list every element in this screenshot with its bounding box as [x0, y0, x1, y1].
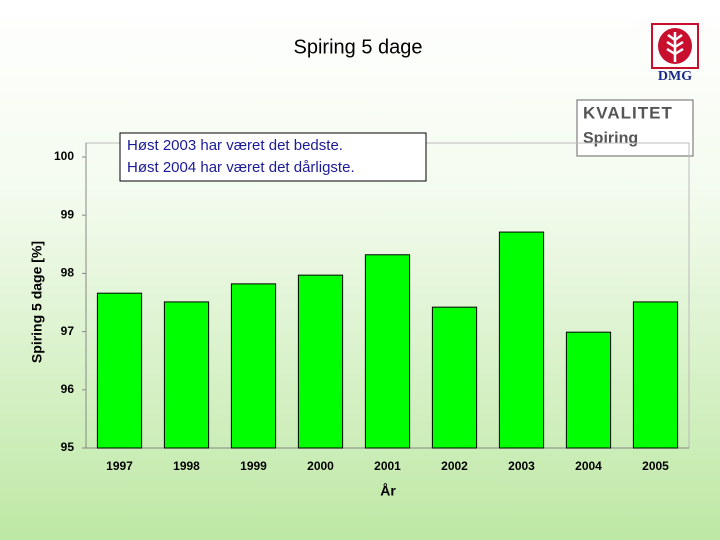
x-tick-label: 1997 — [106, 459, 133, 473]
x-tick-label: 2003 — [508, 459, 535, 473]
x-tick-label: 2001 — [374, 459, 401, 473]
annotation: Høst 2003 har været det bedste. — [127, 137, 343, 154]
annotation: Høst 2004 har været det dårligste. — [127, 159, 355, 176]
y-tick-label: 97 — [61, 324, 75, 338]
chart-title: Spiring 5 dage — [294, 36, 423, 58]
y-tick-label: 96 — [61, 382, 75, 396]
x-tick-label: 2000 — [307, 459, 334, 473]
x-tick-label: 2002 — [441, 459, 468, 473]
bar — [163, 301, 210, 449]
y-tick-label: 100 — [54, 149, 74, 163]
x-axis-label: År — [380, 483, 396, 499]
logo-text: DMG — [658, 69, 692, 84]
x-tick-label: 2004 — [575, 459, 602, 473]
bar — [565, 331, 612, 449]
badge — [576, 99, 694, 157]
bar — [364, 254, 411, 449]
bar — [632, 301, 679, 449]
y-tick-label: 99 — [61, 207, 75, 221]
badge-title: KVALITET — [583, 103, 673, 122]
badge-subtitle: Spiring — [583, 130, 638, 147]
logo-wheat — [666, 32, 684, 62]
y-tick-label: 95 — [61, 440, 75, 454]
bar — [96, 292, 143, 449]
y-tick-label: 98 — [61, 266, 75, 280]
logo: DMG — [651, 23, 699, 84]
bar — [297, 274, 344, 449]
bar — [230, 283, 277, 449]
y-axis-label: Spiring 5 dage [%] — [29, 241, 45, 363]
bar — [431, 306, 478, 449]
x-tick-label: 1998 — [173, 459, 200, 473]
x-tick-label: 2005 — [642, 459, 669, 473]
x-tick-label: 1999 — [240, 459, 267, 473]
bar — [498, 231, 545, 449]
annotation-box — [119, 132, 427, 182]
